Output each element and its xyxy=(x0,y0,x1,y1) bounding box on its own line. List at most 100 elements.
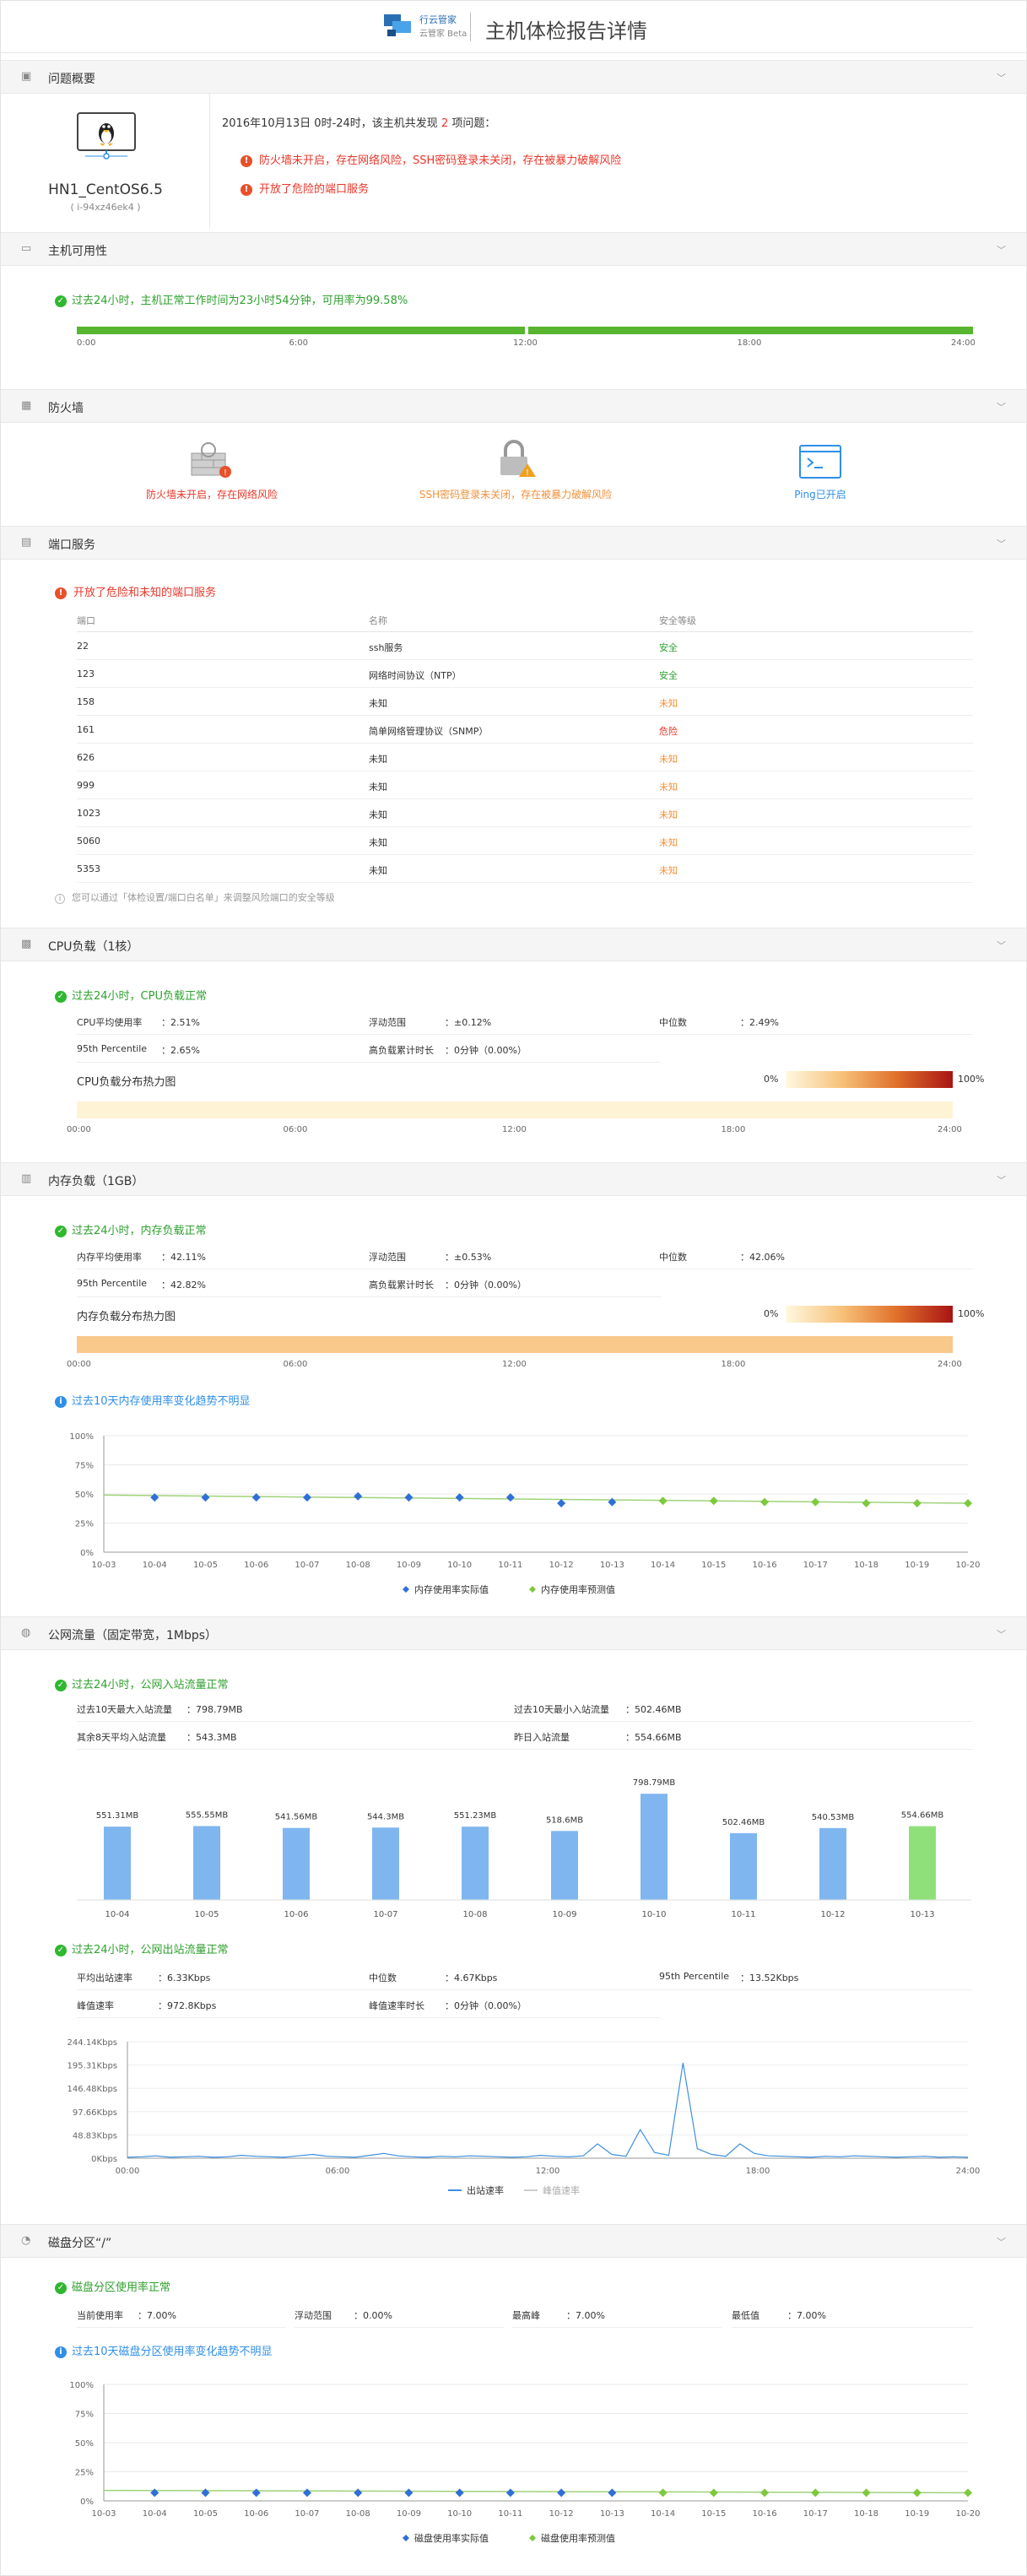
section-header-cpu[interactable]: ▩ CPU负载（1核） ﹀ xyxy=(1,928,1026,961)
axis-tick: 18:00 xyxy=(737,338,762,348)
heat-legend-max: 100% xyxy=(958,1074,985,1085)
heat-legend-gradient xyxy=(786,1306,953,1323)
cpu-status: ✓ 过去24小时，CPU负载正常 xyxy=(55,987,207,1003)
x-tick-label: 10-20 xyxy=(955,2509,980,2519)
name-cell: 未知 xyxy=(369,809,387,820)
stat-value: ：502.46MB xyxy=(625,1704,682,1715)
memory-status: ✓ 过去24小时，内存负载正常 xyxy=(55,1221,207,1237)
section-header-network[interactable]: ◍ 公网流量（固定带宽，1Mbps） ﹀ xyxy=(1,1616,1026,1650)
port-cell: 1023 xyxy=(77,808,100,819)
legend-marker xyxy=(403,1586,409,1593)
info-icon: i xyxy=(55,894,65,904)
cpu-icon: ▩ xyxy=(21,938,32,950)
stat-value: ：0.00% xyxy=(354,2310,392,2321)
stat-divider xyxy=(659,1989,973,1990)
data-point xyxy=(150,1493,159,1502)
check-icon: ✓ xyxy=(55,1225,67,1237)
data-point xyxy=(505,1493,515,1502)
section-header-ports[interactable]: ▤ 端口服务 ﹀ xyxy=(1,526,1026,560)
x-tick-label: 10-11 xyxy=(498,1561,522,1570)
issue-item: ! 开放了危险的端口服务 xyxy=(241,180,369,196)
data-point xyxy=(404,2488,414,2498)
level-cell: 安全 xyxy=(659,670,678,681)
x-tick-label: 10-12 xyxy=(820,1910,845,1919)
section-header-memory[interactable]: ▥ 内存负载（1GB） ﹀ xyxy=(1,1162,1026,1196)
section-title: 防火墙 xyxy=(48,402,84,415)
name-cell: 未知 xyxy=(369,782,387,793)
y-tick-label: 48.83Kbps xyxy=(73,2131,117,2140)
status-text: 过去24小时，内存负载正常 xyxy=(72,1225,207,1237)
stat-divider xyxy=(77,1749,514,1750)
stat-value: ：0分钟（0.00%） xyxy=(445,2000,527,2011)
section-title: 端口服务 xyxy=(48,538,95,552)
legend-label: 出站速率 xyxy=(467,2184,504,2196)
chevron-down-icon[interactable]: ﹀ xyxy=(997,402,1006,413)
bar-value-label: 502.46MB xyxy=(722,1818,765,1827)
stat-divider xyxy=(295,2327,504,2328)
y-tick-label: 146.48Kbps xyxy=(68,2085,117,2094)
issue-text: 防火墙未开启，存在网络风险，SSH密码登录未关闭，存在被暴力破解风险 xyxy=(259,154,622,167)
x-tick-label: 10-19 xyxy=(905,1561,929,1570)
chevron-down-icon[interactable]: ﹀ xyxy=(997,538,1006,549)
stat-label: 中位数 xyxy=(659,1252,687,1263)
chevron-down-icon[interactable]: ﹀ xyxy=(997,245,1006,256)
bar-value-label: 798.79MB xyxy=(633,1778,676,1788)
status-text: 开放了危险和未知的端口服务 xyxy=(73,587,217,599)
x-tick-label: 10-06 xyxy=(284,1910,308,1919)
stat-divider xyxy=(514,1749,973,1750)
data-point xyxy=(964,1499,972,1508)
chevron-down-icon[interactable]: ﹀ xyxy=(997,1175,1006,1186)
column-header: 端口 xyxy=(77,615,95,626)
stat-divider xyxy=(77,1721,514,1722)
bar-value-label: 544.3MB xyxy=(367,1812,404,1821)
logo: 行云管家 云管家 Beta xyxy=(382,8,475,45)
section-header-availability[interactable]: ▭ 主机可用性 ﹀ xyxy=(1,232,1026,266)
section-header-disk[interactable]: ◔ 磁盘分区“/” ﹀ xyxy=(1,2224,1026,2258)
section-title: 磁盘分区“/” xyxy=(48,2237,112,2250)
heat-legend-max: 100% xyxy=(958,1308,985,1319)
x-tick-label: 10-12 xyxy=(549,1561,574,1570)
stat-label: 浮动范围 xyxy=(295,2310,332,2321)
table-row: 161 简单网络管理协议（SNMP） 危险 xyxy=(77,716,973,744)
data-point xyxy=(557,1499,566,1508)
x-tick-label: 10-16 xyxy=(753,1561,777,1570)
summary-suffix: 项问题： xyxy=(451,117,496,130)
outbound-line-chart: 0Kbps 48.83Kbps 97.66Kbps 146.48Kbps 195.31K… xyxy=(68,2038,981,2196)
chevron-down-icon[interactable]: ﹀ xyxy=(997,940,1006,951)
availability-status: ✓ 过去24小时，主机正常工作时间为23小时54分钟，可用率为99.58% xyxy=(55,291,408,307)
x-tick-label: 10-09 xyxy=(552,1910,576,1919)
level-cell: 未知 xyxy=(659,782,678,793)
chevron-down-icon[interactable]: ﹀ xyxy=(997,2237,1006,2248)
legend-marker xyxy=(529,1586,536,1593)
stat-value: ：42.06% xyxy=(740,1252,785,1263)
ssh-status-label: SSH密码登录未关闭，存在被暴力破解风险 xyxy=(419,489,613,501)
data-point xyxy=(302,1493,311,1502)
stat-value: ：798.79MB xyxy=(186,1704,243,1715)
y-tick-label: 25% xyxy=(75,2469,94,2478)
error-icon: ! xyxy=(241,154,252,167)
stat-value: ：42.82% xyxy=(161,1280,206,1291)
stat-value: ：2.65% xyxy=(161,1045,200,1056)
bar xyxy=(193,1826,220,1900)
legend-label: 磁盘使用率预测值 xyxy=(541,2532,615,2544)
chevron-down-icon[interactable]: ﹀ xyxy=(997,73,1006,84)
data-point xyxy=(760,2488,770,2498)
bar xyxy=(551,1831,578,1900)
stat-divider xyxy=(77,1062,369,1063)
ports-status: ! 开放了危险和未知的端口服务 xyxy=(55,583,216,599)
level-cell: 未知 xyxy=(659,698,678,709)
check-icon: ✓ xyxy=(55,1679,67,1691)
data-point xyxy=(658,2488,668,2498)
x-tick-label: 10-14 xyxy=(651,2509,675,2519)
host-name: HN1_CentOS6.5 xyxy=(48,181,163,198)
status-text: 磁盘分区使用率正常 xyxy=(72,2281,171,2294)
chevron-down-icon[interactable]: ﹀ xyxy=(997,1629,1006,1640)
stat-label: 最低值 xyxy=(732,2310,759,2321)
status-text: 过去24小时，公网入站流量正常 xyxy=(72,1679,229,1691)
section-header-firewall[interactable]: ▦ 防火墙 ﹀ xyxy=(1,389,1026,423)
section-header-overview[interactable]: ▣ 问题概要 ﹀ xyxy=(1,60,1026,94)
stat-label: 峰值速率 xyxy=(77,2000,114,2011)
x-tick-label: 10-08 xyxy=(346,2509,370,2519)
x-tick-label: 10-13 xyxy=(910,1910,934,1919)
info-icon: i xyxy=(55,2346,67,2358)
